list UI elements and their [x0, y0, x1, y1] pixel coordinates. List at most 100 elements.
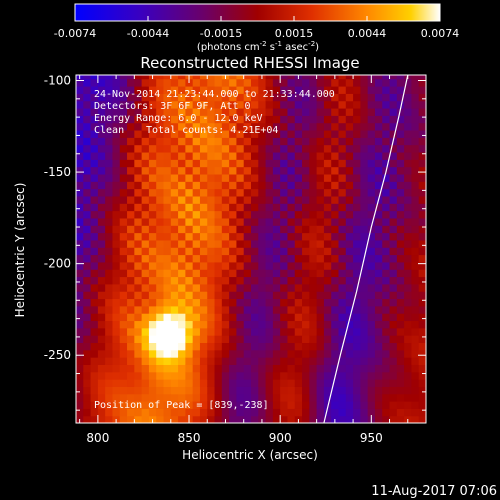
heatmap-cell	[76, 276, 84, 285]
heatmap-cell	[141, 276, 150, 285]
heatmap-cell	[156, 305, 165, 314]
heatmap-cell	[97, 393, 106, 402]
heatmap-cell	[163, 225, 172, 234]
heatmap-cell	[112, 349, 121, 358]
heatmap-cell	[338, 283, 347, 292]
heatmap-cell	[316, 305, 325, 314]
heatmap-cell	[287, 232, 296, 241]
heatmap-cell	[331, 283, 340, 292]
heatmap-cell	[294, 327, 303, 336]
heatmap-cell	[316, 232, 325, 241]
heatmap-cell	[170, 357, 179, 365]
heatmap-cell	[127, 210, 135, 219]
heatmap-cell	[316, 217, 325, 226]
heatmap-cell	[141, 254, 150, 263]
heatmap-cell	[353, 320, 361, 329]
heatmap-cell	[309, 93, 318, 102]
heatmap-cell	[389, 298, 398, 307]
heatmap-cell	[323, 393, 332, 402]
heatmap-cell	[134, 335, 143, 344]
heatmap-cell	[287, 188, 296, 197]
heatmap-cell	[97, 137, 106, 146]
heatmap-cell	[170, 291, 179, 300]
heatmap-cell	[309, 188, 318, 197]
heatmap-cell	[199, 166, 208, 175]
heatmap-cell	[331, 217, 340, 226]
heatmap-cell	[360, 364, 369, 373]
heatmap-cell	[338, 217, 347, 226]
heatmap-cell	[119, 195, 128, 204]
heatmap-cell	[404, 122, 413, 131]
heatmap-cell	[323, 247, 332, 256]
heatmap-cell	[345, 247, 354, 256]
heatmap-cell	[302, 115, 310, 124]
heatmap-cell	[76, 129, 84, 138]
heatmap-cell	[316, 225, 325, 234]
heatmap-cell	[338, 225, 347, 234]
heatmap-cell	[119, 232, 128, 241]
heatmap-cell	[316, 357, 325, 365]
heatmap-cell	[199, 291, 208, 300]
heatmap-cell	[389, 342, 398, 351]
heatmap-cell	[163, 144, 172, 153]
heatmap-cell	[236, 100, 245, 109]
heatmap-cell	[382, 247, 391, 256]
heatmap-cell	[83, 342, 92, 351]
heatmap-cell	[76, 401, 84, 409]
heatmap-cell	[192, 327, 201, 336]
x-tick-label: 900	[269, 431, 292, 445]
heatmap-cell	[229, 342, 238, 351]
heatmap-cell	[207, 75, 216, 80]
heatmap-cell	[199, 335, 208, 344]
heatmap-cell	[141, 78, 150, 87]
heatmap-cell	[374, 217, 383, 226]
heatmap-cell	[389, 335, 398, 344]
heatmap-cell	[418, 75, 426, 80]
heatmap-cell	[272, 261, 281, 270]
heatmap-cell	[185, 393, 194, 402]
heatmap-cell	[148, 247, 157, 256]
heatmap-cell	[258, 386, 267, 395]
heatmap-cell	[374, 239, 383, 248]
heatmap-cell	[221, 137, 230, 146]
heatmap-cell	[76, 393, 84, 402]
heatmap-cell	[90, 166, 99, 175]
heatmap-cell	[302, 239, 310, 248]
heatmap-cell	[389, 349, 398, 358]
heatmap-cell	[345, 181, 354, 190]
heatmap-cell	[185, 115, 194, 124]
heatmap-cell	[112, 195, 121, 204]
heatmap-cell	[185, 203, 194, 212]
heatmap-cell	[294, 371, 303, 380]
heatmap-cell	[119, 217, 128, 226]
heatmap-cell	[294, 173, 303, 182]
heatmap-cell	[178, 122, 186, 131]
heatmap-cell	[272, 188, 281, 197]
heatmap-cell	[316, 313, 325, 322]
heatmap-cell	[331, 107, 340, 116]
heatmap-cell	[345, 364, 354, 373]
heatmap-cell	[199, 137, 208, 146]
heatmap-cell	[316, 203, 325, 212]
heatmap-cell	[258, 93, 267, 102]
heatmap-cell	[148, 379, 157, 387]
heatmap-cell	[360, 181, 369, 190]
heatmap-cell	[309, 357, 318, 365]
heatmap-cell	[411, 393, 420, 402]
heatmap-cell	[316, 254, 325, 263]
heatmap-cell	[287, 115, 296, 124]
heatmap-cell	[294, 239, 303, 248]
heatmap-cell	[192, 379, 201, 387]
heatmap-cell	[396, 320, 405, 329]
heatmap-cell	[134, 151, 143, 160]
heatmap-cell	[141, 107, 150, 116]
heatmap-cell	[229, 291, 238, 300]
heatmap-cell	[287, 239, 296, 248]
heatmap-cell	[360, 291, 369, 300]
heatmap-cell	[163, 210, 172, 219]
heatmap-cell	[302, 85, 310, 94]
heatmap-cell	[192, 247, 201, 256]
heatmap-cell	[229, 232, 238, 241]
heatmap-cell	[243, 283, 252, 292]
